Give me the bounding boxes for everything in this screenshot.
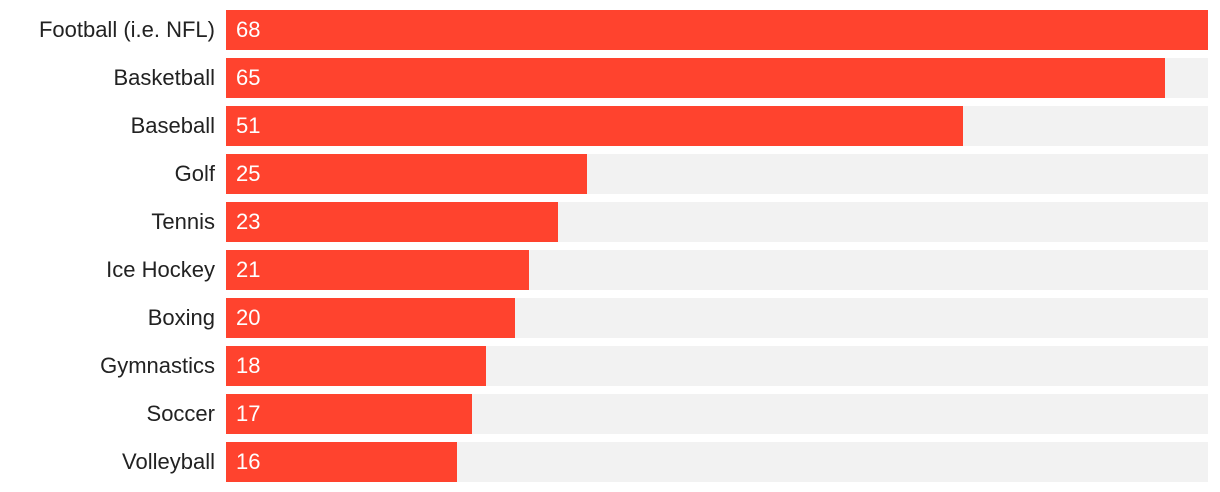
category-label: Tennis	[151, 209, 215, 234]
category-label: Ice Hockey	[106, 257, 215, 282]
value-label: 51	[236, 113, 261, 138]
category-label: Boxing	[147, 305, 215, 330]
bar: 17	[226, 394, 472, 434]
bar-row: Volleyball 16	[0, 442, 1220, 482]
bar-track: 65	[226, 58, 1208, 98]
bar: 65	[226, 58, 1165, 98]
value-label: 23	[236, 209, 261, 234]
bar-row: Basketball 65	[0, 58, 1220, 98]
value-label: 16	[236, 449, 261, 474]
value-label: 20	[236, 305, 261, 330]
bar: 20	[226, 298, 515, 338]
category-label: Golf	[174, 161, 215, 186]
bar: 23	[226, 202, 558, 242]
bar: 18	[226, 346, 486, 386]
bar-track: 25	[226, 154, 1208, 194]
bar-track: 23	[226, 202, 1208, 242]
bar: 16	[226, 442, 457, 482]
bar: 25	[226, 154, 587, 194]
value-label: 21	[236, 257, 261, 282]
bar-row: Football (i.e. NFL) 68	[0, 10, 1220, 50]
bar-row: Baseball 51	[0, 106, 1220, 146]
bar-track: 51	[226, 106, 1208, 146]
bar-track: 21	[226, 250, 1208, 290]
category-label: Gymnastics	[100, 353, 215, 378]
category-label: Football (i.e. NFL)	[38, 17, 215, 42]
bar-row: Gymnastics 18	[0, 346, 1220, 386]
category-label: Volleyball	[122, 449, 215, 474]
bar: 51	[226, 106, 963, 146]
value-label: 18	[236, 353, 261, 378]
category-label: Soccer	[146, 401, 215, 426]
value-label: 65	[236, 65, 261, 90]
category-label: Basketball	[113, 65, 215, 90]
bar: 21	[226, 250, 529, 290]
bar-row: Tennis 23	[0, 202, 1220, 242]
bar-row: Soccer 17	[0, 394, 1220, 434]
value-label: 17	[236, 401, 261, 426]
bar-track: 18	[226, 346, 1208, 386]
category-label: Baseball	[130, 113, 215, 138]
bar-track: 17	[226, 394, 1208, 434]
bar-track: 68	[226, 10, 1208, 50]
bar-track: 20	[226, 298, 1208, 338]
bar: 68	[226, 10, 1208, 50]
bar-row: Golf 25	[0, 154, 1220, 194]
bar-row: Boxing 20	[0, 298, 1220, 338]
bar-row: Ice Hockey 21	[0, 250, 1220, 290]
bar-track: 16	[226, 442, 1208, 482]
value-label: 68	[236, 17, 261, 42]
value-label: 25	[236, 161, 261, 186]
